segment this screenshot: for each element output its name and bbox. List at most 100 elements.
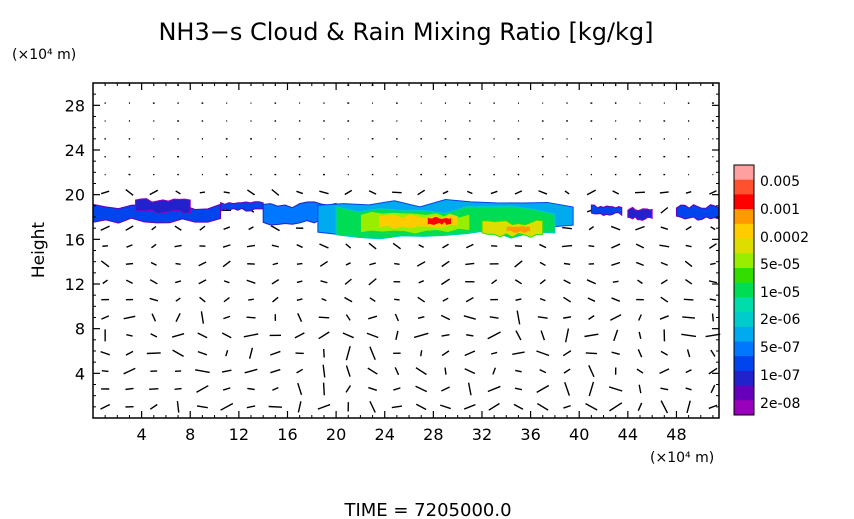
wind-vector	[176, 400, 180, 413]
wind-vector	[562, 350, 572, 357]
wind-vector	[394, 367, 400, 376]
wind-vector	[151, 243, 157, 249]
wind-vector	[175, 262, 181, 265]
wind-vector	[488, 402, 500, 411]
wind-vector	[635, 243, 645, 249]
wind-vector	[270, 350, 281, 356]
wind-vector	[467, 190, 473, 195]
wind-vector	[345, 314, 351, 321]
wind-vector	[149, 189, 159, 196]
wind-vector	[344, 296, 353, 303]
wind-vector	[710, 262, 716, 266]
wind-vector	[441, 350, 450, 357]
wind-vector	[586, 189, 596, 196]
cloud-contour	[627, 206, 653, 221]
wind-vector	[711, 120, 715, 122]
wind-vector	[466, 334, 474, 337]
wind-vector	[539, 261, 546, 267]
x-tick-label: 28	[423, 425, 443, 444]
wind-vector	[222, 387, 231, 391]
wind-vector	[146, 352, 161, 355]
wind-vector	[369, 262, 376, 266]
wind-vector	[611, 261, 621, 266]
wind-vector	[322, 364, 326, 378]
wind-vector	[563, 296, 572, 303]
wind-vector	[272, 262, 279, 266]
wind-vector	[537, 316, 548, 319]
colorbar-frame	[733, 164, 755, 416]
wind-vector	[296, 368, 304, 374]
wind-vector	[223, 315, 231, 320]
y-tick-label: 20	[65, 186, 85, 205]
wind-vector	[297, 313, 303, 322]
wind-vector	[344, 189, 353, 196]
wind-vector	[175, 280, 182, 284]
wind-vector	[221, 369, 232, 373]
wind-vector	[368, 190, 377, 195]
wind-vector	[246, 244, 256, 248]
wind-vector	[588, 381, 595, 397]
colorbar-swatch	[734, 179, 754, 195]
colorbar-swatch	[734, 312, 754, 328]
wind-vector	[369, 346, 376, 360]
wind-vector	[513, 403, 524, 410]
wind-vector	[175, 190, 181, 195]
wind-vector	[415, 403, 427, 411]
y-tick-label: 4	[75, 364, 85, 383]
wind-vector	[248, 226, 254, 231]
wind-vector	[515, 369, 522, 373]
wind-vector	[100, 260, 110, 268]
wind-vector	[660, 400, 669, 414]
wind-vector	[636, 368, 644, 374]
wind-vector	[514, 387, 523, 391]
x-tick-label: 40	[569, 425, 589, 444]
wind-vector	[586, 279, 597, 285]
wind-vector	[563, 316, 572, 319]
wind-vector	[660, 226, 669, 230]
wind-vector	[221, 332, 232, 339]
wind-vector	[564, 382, 571, 396]
wind-vector	[270, 225, 280, 232]
wind-vector	[247, 387, 255, 391]
wind-vector	[271, 188, 280, 196]
wind-vector	[441, 278, 451, 286]
colorbar-swatch	[734, 267, 754, 284]
wind-vector	[175, 313, 181, 322]
wind-vector	[322, 382, 326, 396]
wind-vector	[514, 279, 523, 285]
wind-vector	[197, 332, 208, 339]
wind-vector	[611, 297, 621, 302]
wind-vector	[711, 313, 715, 322]
y-tick-label: 24	[65, 141, 85, 160]
wind-vector	[417, 296, 426, 303]
wind-vector	[151, 225, 157, 231]
colorbar-swatch	[734, 253, 754, 269]
x-tick-label: 48	[666, 425, 686, 444]
wind-vector	[342, 332, 354, 339]
colorbar-label: 1e-07	[760, 368, 800, 384]
wind-vector	[516, 310, 521, 325]
wind-vector	[126, 333, 133, 337]
wind-vector	[395, 330, 399, 340]
wind-vector	[297, 401, 302, 413]
wind-vector	[418, 244, 424, 248]
wind-vector	[368, 278, 377, 286]
wind-vector	[149, 403, 158, 410]
x-tick-label: 36	[520, 425, 540, 444]
wind-vector	[681, 333, 697, 338]
wind-vector	[149, 279, 158, 285]
wind-vector	[394, 298, 400, 301]
wind-vector	[684, 260, 693, 268]
wind-vector	[465, 296, 474, 303]
wind-vector	[440, 404, 451, 410]
wind-vector	[344, 278, 352, 285]
plot-frame	[92, 82, 720, 419]
wind-vector	[489, 316, 499, 319]
wind-vector	[394, 262, 400, 265]
wind-vector	[125, 262, 134, 265]
wind-vector	[491, 279, 498, 285]
wind-vector	[296, 243, 303, 249]
x-unit-label: (×10⁴ m)	[650, 450, 714, 466]
wind-vector	[464, 368, 476, 375]
wind-vector	[608, 386, 623, 392]
